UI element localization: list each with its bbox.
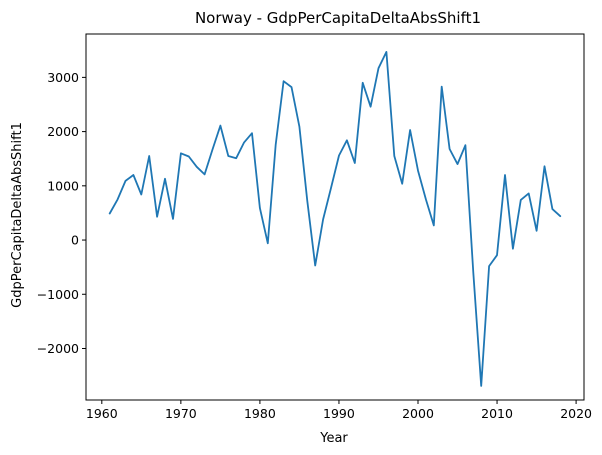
y-tick-label: 2000 <box>47 124 79 139</box>
axes-frame <box>85 33 585 401</box>
series-line <box>108 51 562 387</box>
x-axis-label: Year <box>319 431 348 446</box>
y-tick-label: 0 <box>71 233 79 248</box>
x-tick-label: 1970 <box>165 406 197 421</box>
x-tick-label: 1990 <box>323 406 355 421</box>
x-tick-label: 2000 <box>402 406 434 421</box>
x-tick-label: 1960 <box>86 406 118 421</box>
x-tick-label: 1980 <box>244 406 276 421</box>
plot-area <box>108 51 562 387</box>
y-tick-label: −2000 <box>37 341 79 356</box>
y-axis: −2000 −1000 0 1000 2000 3000 <box>37 70 86 356</box>
y-tick-label: 3000 <box>47 70 79 85</box>
x-axis: 1960 1970 1980 1990 2000 2010 2020 <box>86 400 592 421</box>
x-tick-label: 2010 <box>481 406 513 421</box>
y-tick-label: 1000 <box>47 178 79 193</box>
chart-title: Norway - GdpPerCapitaDeltaAbsShift1 <box>195 9 481 27</box>
y-axis-label: GdpPerCapitaDeltaAbsShift1 <box>10 122 25 308</box>
y-tick-label: −1000 <box>37 287 79 302</box>
x-tick-label: 2020 <box>560 406 592 421</box>
